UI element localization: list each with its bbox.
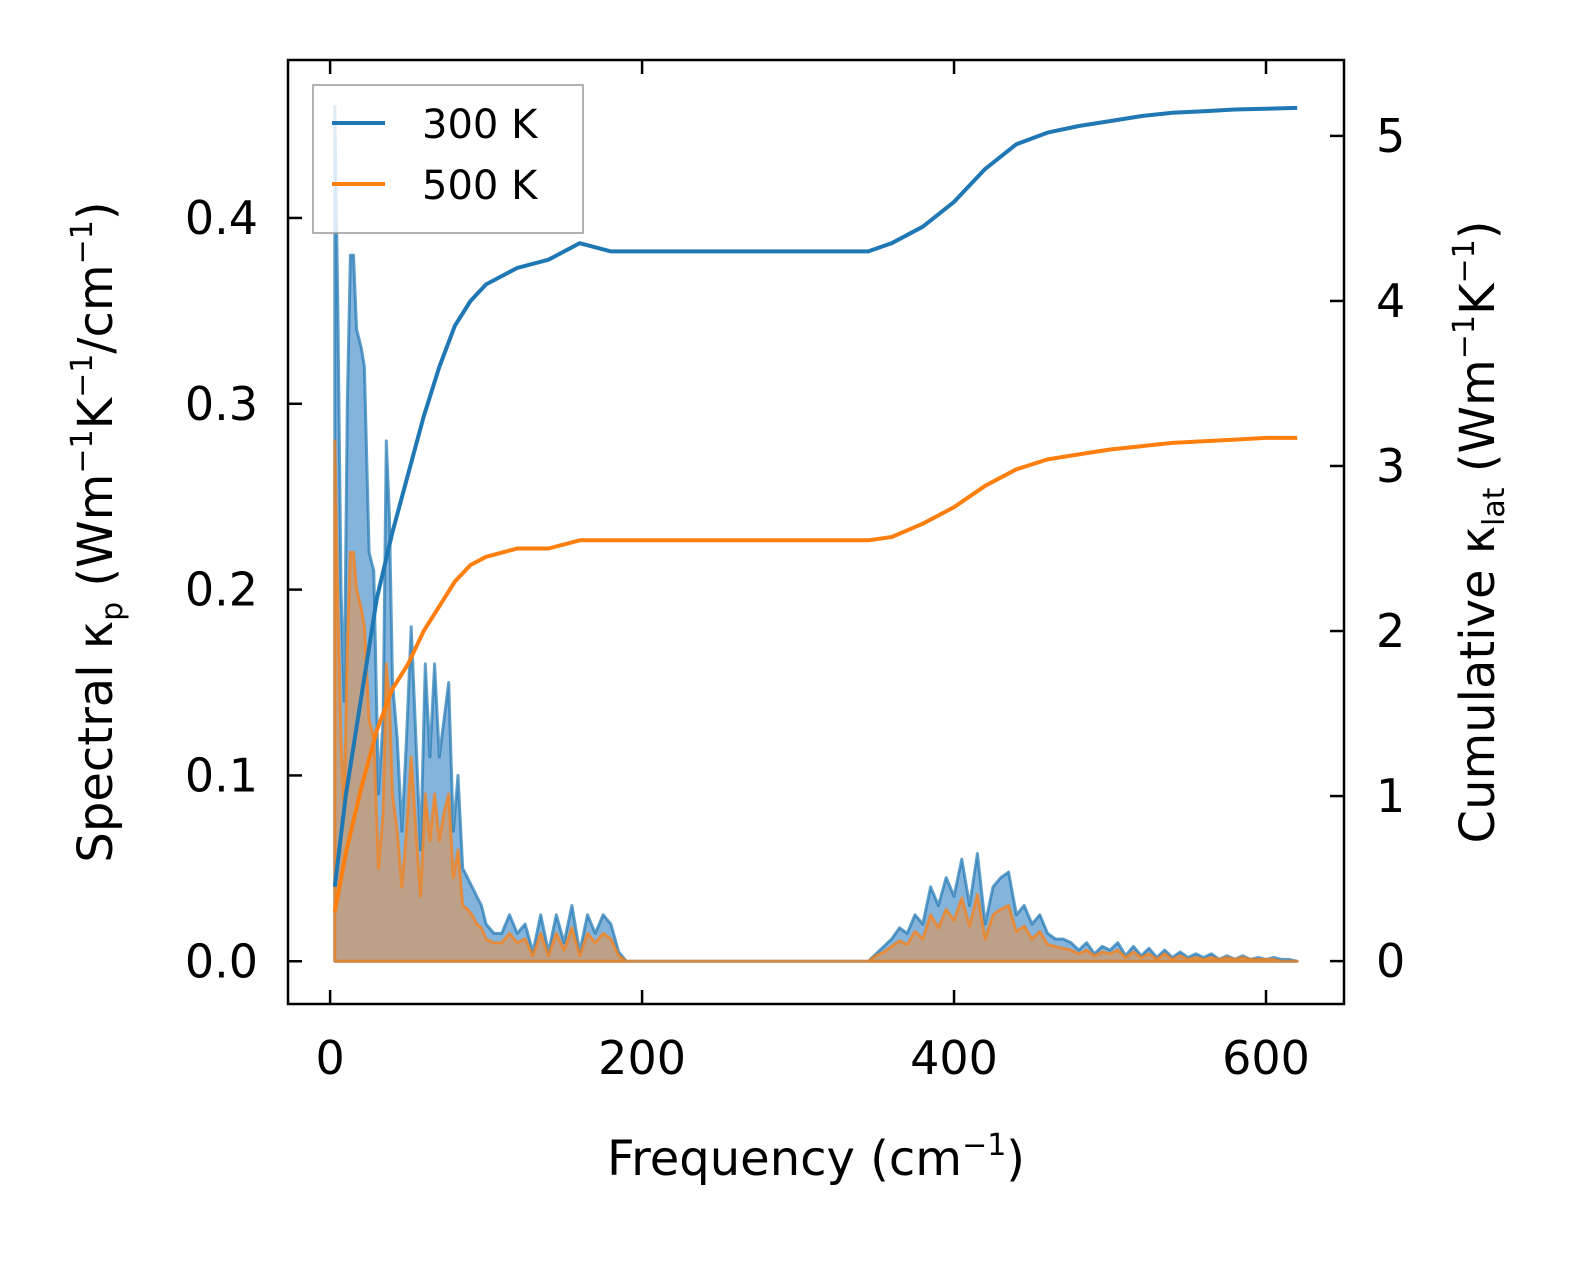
legend: 300 K 500 K	[312, 84, 584, 234]
plot-frame	[286, 58, 1346, 1006]
y-right-tick-label-0: 0	[1376, 934, 1405, 988]
legend-label-300k: 300 K	[422, 102, 539, 148]
cumulative-line-500k	[332, 435, 1298, 912]
tick-labels: 0 200 400 600 0.0 0.1 0.2 0.3 0.4 0 1 2 3 4 5	[185, 109, 1405, 1085]
y-left-tick-label-2: 0.2	[185, 563, 258, 617]
y-right-tick-label-1: 1	[1376, 769, 1405, 823]
y-axis-label-left: Spectral κp (Wm−1K−1/cm−1)	[65, 201, 130, 862]
x-tick-label-200: 200	[598, 1031, 686, 1085]
y-right-tick-label-4: 4	[1376, 274, 1405, 328]
y-left-tick-label-3: 0.3	[185, 377, 258, 431]
x-axis-label: Frequency (cm−1)	[607, 1128, 1025, 1187]
y-left-tick-label-0: 0.0	[185, 934, 258, 988]
y-left-tick-label-1: 0.1	[185, 748, 258, 802]
x-tick-label-0: 0	[315, 1031, 344, 1085]
y-left-tick-label-4: 0.4	[185, 191, 258, 245]
y-right-tick-label-5: 5	[1376, 109, 1405, 163]
legend-label-500k: 500 K	[422, 163, 539, 209]
series-lines	[332, 105, 1298, 912]
y-right-tick-label-3: 3	[1376, 439, 1405, 493]
axis-ticks	[288, 60, 1344, 1004]
x-tick-label-600: 600	[1222, 1031, 1310, 1085]
y-axis-label-right: Cumulative κlat (Wm−1K−1)	[1447, 221, 1512, 844]
y-right-tick-label-2: 2	[1376, 604, 1405, 658]
spectral-fills	[333, 105, 1299, 963]
cumulative-line-300k	[332, 105, 1298, 888]
legend-box	[312, 84, 584, 234]
spectral-area-500k	[333, 439, 1299, 963]
x-tick-label-400: 400	[910, 1031, 998, 1085]
